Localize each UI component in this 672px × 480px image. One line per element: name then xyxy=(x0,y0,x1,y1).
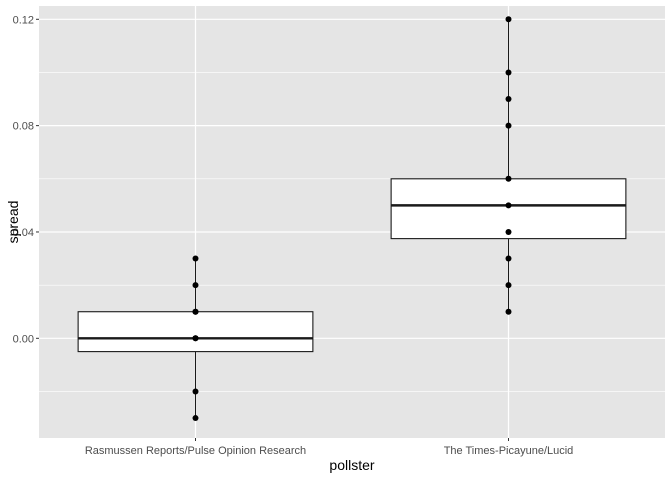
data-point xyxy=(192,415,199,422)
data-point xyxy=(192,388,199,395)
data-point xyxy=(505,202,512,209)
data-point xyxy=(505,282,512,289)
y-tick-label: 0.00 xyxy=(13,333,34,345)
data-point xyxy=(505,255,512,262)
data-point xyxy=(192,255,199,262)
data-point xyxy=(505,122,512,129)
y-tick-label: 0.04 xyxy=(13,227,34,239)
data-point xyxy=(192,282,199,289)
data-point xyxy=(505,69,512,76)
box-group xyxy=(77,19,627,419)
data-point xyxy=(505,175,512,182)
data-point xyxy=(505,96,512,103)
y-tick-label: 0.08 xyxy=(13,121,34,133)
y-axis-title: spread xyxy=(5,201,21,244)
data-point xyxy=(505,308,512,315)
y-tick-label: 0.12 xyxy=(13,14,34,26)
x-axis: Rasmussen Reports/Pulse Opinion Research… xyxy=(85,438,573,457)
x-axis-title: pollster xyxy=(329,457,374,473)
y-axis: 0.00 0.04 0.08 0.12 xyxy=(13,14,39,345)
x-tick-label: The Times-Picayune/Lucid xyxy=(444,445,574,457)
x-tick-label: Rasmussen Reports/Pulse Opinion Research xyxy=(85,445,306,457)
data-point xyxy=(192,335,199,342)
data-point xyxy=(505,16,512,23)
box xyxy=(77,311,314,353)
data-point xyxy=(505,228,512,235)
point-group xyxy=(192,16,512,422)
data-point xyxy=(192,308,199,315)
